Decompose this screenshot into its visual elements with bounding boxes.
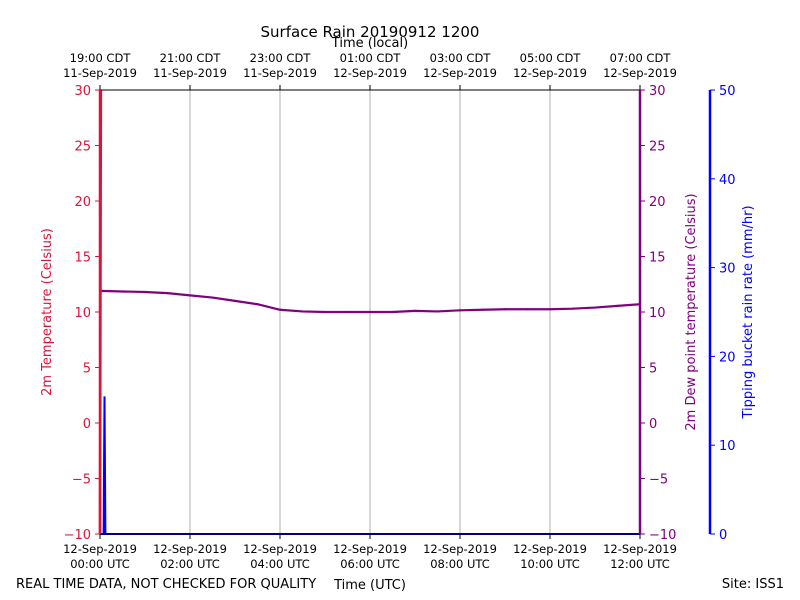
dewpoint-point xyxy=(436,310,439,313)
temperature-tick-label: 15 xyxy=(74,251,91,266)
dewpoint-tick-label: 5 xyxy=(649,362,657,377)
dewpoint-point xyxy=(166,292,169,295)
bottom-tick-date: 12-Sep-2019 xyxy=(603,542,677,556)
dewpoint-tick-label: 30 xyxy=(649,84,666,99)
dewpoint-point xyxy=(458,309,462,312)
y-axis-label-dewpoint: 2m Dew point temperature (Celsius) xyxy=(684,193,699,430)
top-tick-time: 23:00 CDT xyxy=(250,51,312,65)
temperature-tick-label: 30 xyxy=(74,84,91,99)
top-tick-date: 11-Sep-2019 xyxy=(63,66,137,80)
dewpoint-tick-label: 20 xyxy=(649,195,666,210)
dewpoint-tick-label: 15 xyxy=(649,251,666,266)
temperature-tick-label: 25 xyxy=(74,140,91,155)
bottom-tick-date: 12-Sep-2019 xyxy=(243,542,317,556)
bottom-tick-time: 00:00 UTC xyxy=(70,557,130,571)
dewpoint-point xyxy=(413,309,417,312)
rain-tick-label: 10 xyxy=(719,439,736,454)
dewpoint-point xyxy=(233,299,237,302)
top-tick-date: 11-Sep-2019 xyxy=(153,66,227,80)
top-tick-time: 01:00 CDT xyxy=(340,51,402,65)
bottom-tick-time: 04:00 UTC xyxy=(250,557,310,571)
dewpoint-tick-label: 0 xyxy=(649,417,657,432)
dewpoint-tick-label: 25 xyxy=(649,140,666,155)
dewpoint-point xyxy=(301,310,304,313)
top-tick-date: 12-Sep-2019 xyxy=(423,66,497,80)
top-tick-date: 12-Sep-2019 xyxy=(513,66,587,80)
dewpoint-point xyxy=(593,306,597,309)
rain-tick-label: 0 xyxy=(719,528,727,543)
dewpoint-point xyxy=(188,294,192,297)
top-tick-time: 07:00 CDT xyxy=(610,51,672,65)
top-tick-time: 05:00 CDT xyxy=(520,51,582,65)
dewpoint-point xyxy=(481,308,484,311)
bottom-tick-date: 12-Sep-2019 xyxy=(513,542,587,556)
footer-quality-note: REAL TIME DATA, NOT CHECKED FOR QUALITY xyxy=(16,577,316,592)
dewpoint-point xyxy=(548,308,552,311)
rain-tick-label: 40 xyxy=(719,173,736,188)
bottom-tick-date: 12-Sep-2019 xyxy=(423,542,497,556)
dewpoint-point xyxy=(368,310,372,314)
dewpoint-tick-label: 10 xyxy=(649,306,666,321)
dewpoint-point xyxy=(346,310,349,314)
dewpoint-point xyxy=(278,308,282,311)
temperature-tick-label: 0 xyxy=(83,417,91,432)
dewpoint-point xyxy=(211,296,214,299)
temperature-tick-label: 10 xyxy=(74,306,91,321)
bottom-tick-time: 02:00 UTC xyxy=(160,557,220,571)
bottom-tick-time: 12:00 UTC xyxy=(610,557,670,571)
temperature-tick-label: 5 xyxy=(83,362,91,377)
temperature-tick-label: 20 xyxy=(74,195,91,210)
bottom-tick-time: 06:00 UTC xyxy=(340,557,400,571)
rain-tick-label: 50 xyxy=(719,84,736,99)
dewpoint-point xyxy=(616,304,619,307)
top-tick-time: 21:00 CDT xyxy=(160,51,222,65)
rain-tick-label: 20 xyxy=(719,350,736,365)
dewpoint-point xyxy=(391,310,394,314)
dewpoint-tick-label: −10 xyxy=(649,528,676,543)
chart-title: Surface Rain 20190912 1200 xyxy=(261,23,480,41)
temperature-tick-label: −10 xyxy=(64,528,91,543)
x-axis-label: Time (UTC) xyxy=(333,578,406,593)
bottom-tick-time: 10:00 UTC xyxy=(520,557,580,571)
dewpoint-point xyxy=(256,303,259,306)
bottom-tick-time: 08:00 UTC xyxy=(430,557,490,571)
footer-site: Site: ISS1 xyxy=(722,577,784,592)
bottom-tick-date: 12-Sep-2019 xyxy=(63,542,137,556)
dewpoint-point xyxy=(143,290,147,294)
y-axis-label-rain: Tipping bucket rain rate (mm/hr) xyxy=(741,205,756,419)
dewpoint-tick-label: −5 xyxy=(649,473,668,488)
top-tick-date: 12-Sep-2019 xyxy=(333,66,407,80)
dewpoint-point xyxy=(503,308,507,311)
bottom-tick-date: 12-Sep-2019 xyxy=(333,542,407,556)
dewpoint-point xyxy=(571,307,574,310)
y-axis-label-temperature: 2m Temperature (Celsius) xyxy=(40,228,55,396)
top-tick-date: 11-Sep-2019 xyxy=(243,66,317,80)
top-tick-date: 12-Sep-2019 xyxy=(603,66,677,80)
rain-tick-label: 30 xyxy=(719,262,736,277)
dewpoint-point xyxy=(526,308,529,311)
top-axis-label: Time (local) xyxy=(331,36,408,51)
top-tick-time: 19:00 CDT xyxy=(70,51,132,65)
top-tick-time: 03:00 CDT xyxy=(430,51,492,65)
bottom-tick-date: 12-Sep-2019 xyxy=(153,542,227,556)
dewpoint-point xyxy=(121,290,124,293)
dewpoint-point xyxy=(323,310,327,314)
temperature-tick-label: −5 xyxy=(72,473,91,488)
